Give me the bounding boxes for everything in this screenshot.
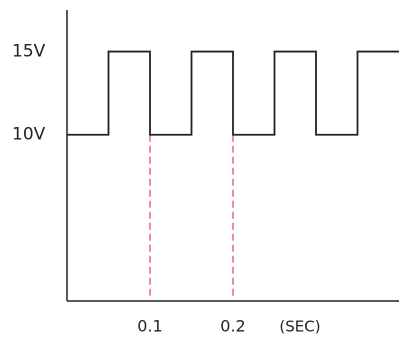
x-axis-label: (SEC) (279, 318, 320, 336)
y-tick-label: 10V (12, 125, 46, 145)
x-tick-label: 0.1 (137, 317, 162, 336)
waveform (67, 50, 399, 136)
y-tick-label: 15V (12, 42, 46, 62)
x-tick-label: 0.2 (220, 317, 245, 336)
